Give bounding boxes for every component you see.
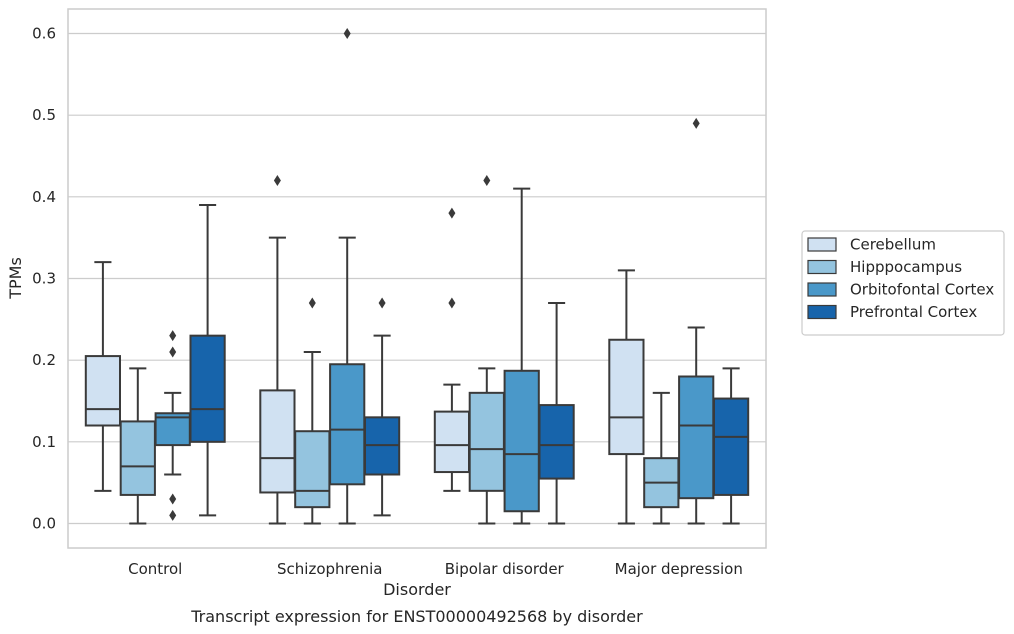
box-group (329, 28, 366, 525)
y-axis-label: TPMs (6, 257, 25, 300)
legend-swatch (807, 237, 837, 252)
box-group (643, 391, 680, 525)
y-tick-label: 0.0 (32, 515, 56, 533)
y-tick-label: 0.3 (32, 270, 56, 288)
box (433, 410, 471, 474)
box-group (712, 367, 750, 525)
x-tick-label: Schizophrenia (277, 560, 382, 578)
box-groups (84, 28, 750, 525)
box (329, 363, 366, 486)
x-axis-ticks: Control Schizophrenia Bipolar disorder Majo… (128, 560, 743, 578)
legend-label: Orbitofontal Cortex (850, 281, 994, 299)
outlier-point (169, 346, 177, 358)
legend-label: Hipppocampus (850, 258, 962, 276)
outlier-point (169, 509, 177, 521)
box (294, 430, 331, 509)
box-group (538, 302, 575, 525)
outlier-point (692, 117, 700, 129)
outlier-point (169, 330, 177, 342)
box-group (503, 187, 540, 525)
box-group (84, 261, 122, 492)
box (259, 389, 296, 494)
legend-label: Cerebellum (850, 236, 936, 254)
legend-swatch (807, 304, 837, 320)
outlier-point (343, 28, 351, 39)
box (189, 334, 226, 443)
box (468, 391, 505, 492)
y-tick-label: 0.1 (32, 433, 56, 451)
outlier-point (448, 207, 456, 219)
box-group (154, 330, 191, 521)
legend-frame (801, 230, 1005, 336)
legend-swatch (807, 282, 837, 297)
chart-caption: Transcript expression for ENST0000049256… (190, 607, 643, 626)
y-tick-label: 0.5 (32, 106, 56, 124)
y-axis-ticks: 0.0 0.1 0.2 0.3 0.4 0.5 0.6 (32, 25, 56, 533)
x-axis-label: Disorder (383, 580, 451, 599)
box (503, 369, 540, 513)
box-group (468, 175, 505, 525)
box-group (678, 117, 715, 525)
legend[interactable]: Cerebellum Hipppocampus Orbitofontal Corte… (801, 230, 1005, 336)
box (712, 397, 750, 496)
box-group (294, 297, 331, 525)
outlier-point (483, 175, 491, 186)
box (538, 404, 575, 480)
y-tick-label: 0.4 (32, 188, 56, 206)
legend-label: Prefrontal Cortex (850, 303, 977, 321)
box-group (608, 269, 645, 525)
outlier-point (169, 493, 177, 505)
y-tick-label: 0.2 (32, 351, 56, 369)
box (608, 338, 645, 456)
outlier-point (448, 297, 456, 309)
x-tick-label: Control (128, 560, 182, 578)
outlier-point (273, 175, 281, 186)
y-tick-label: 0.6 (32, 25, 56, 43)
plot-frame (67, 8, 767, 549)
box (154, 412, 191, 447)
box (678, 375, 715, 500)
box-group (363, 297, 401, 517)
outlier-point (378, 297, 386, 309)
box-group (433, 207, 471, 492)
legend-swatch (807, 259, 837, 275)
box (84, 355, 122, 427)
x-tick-label: Bipolar disorder (445, 560, 565, 578)
x-tick-label: Major depression (615, 560, 743, 578)
box-group (119, 367, 156, 525)
box (119, 420, 156, 496)
outlier-point (308, 297, 316, 309)
box-group (259, 175, 296, 525)
box-group (189, 204, 226, 517)
